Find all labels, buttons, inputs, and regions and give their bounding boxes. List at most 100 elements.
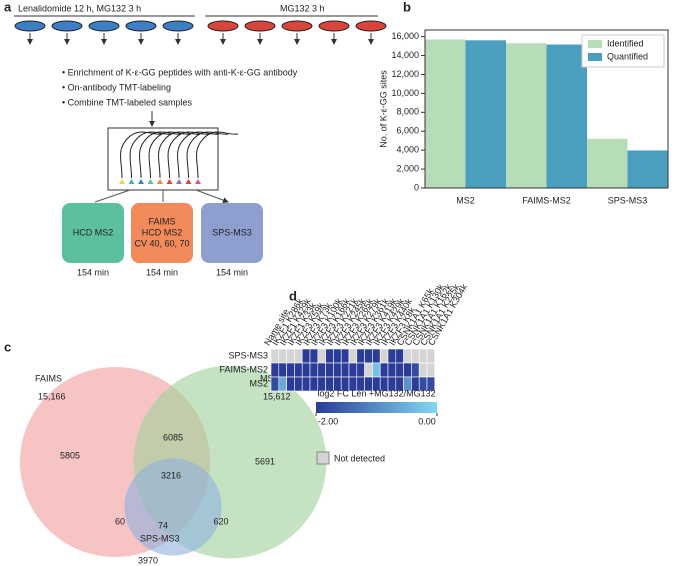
heat-cell <box>426 348 436 364</box>
row-label: FAIMS-MS2 <box>219 364 268 374</box>
region-count: 5691 <box>255 456 275 466</box>
bar <box>425 39 466 189</box>
y-tick-label: 8,000 <box>396 107 419 117</box>
y-tick-label: 10,000 <box>391 88 419 98</box>
heat-cell <box>418 348 428 364</box>
heat-cell <box>270 362 280 378</box>
dish <box>244 20 276 32</box>
region-count: 60 <box>115 516 125 526</box>
heat-cell <box>333 348 342 364</box>
bar <box>506 43 547 188</box>
panel-label: b <box>403 0 411 14</box>
region-count: 3216 <box>161 470 181 480</box>
group-label: Lenalidomide 12 h, MG132 3 h <box>18 3 141 13</box>
method-label: CV 40, 60, 70 <box>134 238 189 248</box>
group-label: MG132 3 h <box>280 3 325 13</box>
fiber <box>196 131 239 179</box>
heat-cell <box>403 348 412 364</box>
heat-cell <box>301 362 311 378</box>
heat-cell <box>348 362 358 378</box>
step-text: • Enrichment of K-ε-GG peptides with ant… <box>62 67 298 77</box>
tag <box>166 179 173 184</box>
heat-cell <box>426 376 436 392</box>
bar <box>587 138 628 188</box>
heat-cell <box>348 348 358 364</box>
region-count: 620 <box>213 516 228 526</box>
method-label: FAIMS <box>148 216 175 226</box>
heat-cell <box>372 348 381 364</box>
row-label: SPS-MS3 <box>228 350 268 360</box>
dish <box>355 20 387 32</box>
region-count: 6085 <box>163 432 183 442</box>
dish <box>125 20 157 32</box>
colorbar-tick-label: 0.00 <box>418 416 436 426</box>
tag <box>176 179 182 184</box>
tag <box>147 179 154 184</box>
peptide-diagram <box>119 131 239 184</box>
bar <box>546 44 587 189</box>
set-size: 15,612 <box>263 391 291 401</box>
set-name: MS2 <box>260 373 279 383</box>
tag <box>119 179 125 184</box>
missing-label: Not detected <box>334 453 385 463</box>
legend-swatch <box>588 53 602 61</box>
region-count: 5805 <box>60 450 80 460</box>
heat-cell <box>286 362 295 378</box>
tag <box>128 179 135 184</box>
colorbar-tick-label: -2.00 <box>318 416 339 426</box>
method-label: SPS-MS3 <box>212 227 252 237</box>
heat-cell <box>379 348 389 364</box>
dish <box>318 20 350 32</box>
heat-cell <box>379 362 389 378</box>
step-text: • On-antibody TMT-labeling <box>62 82 171 92</box>
y-tick-label: 2,000 <box>396 163 419 173</box>
region-count: 74 <box>158 520 168 530</box>
heat-cell <box>356 348 365 364</box>
colorbar <box>316 402 437 413</box>
dish <box>51 20 83 32</box>
y-tick-label: 4,000 <box>396 145 419 155</box>
dish <box>281 20 313 32</box>
method-box <box>201 203 263 263</box>
y-tick-label: 6,000 <box>396 126 419 136</box>
heat-cell <box>426 362 436 378</box>
tag <box>138 179 144 184</box>
heat-cell <box>270 376 280 392</box>
method-time: 154 min <box>146 267 178 277</box>
x-tick-label: SPS-MS3 <box>608 195 648 205</box>
y-tick-label: 14,000 <box>391 50 419 60</box>
y-axis-label: No. of K-ε-GG sites <box>378 70 388 148</box>
antibody-box <box>107 127 219 191</box>
y-tick-label: 16,000 <box>391 31 419 41</box>
heat-cell <box>411 362 420 378</box>
step-text: • Combine TMT-labeled samples <box>62 97 193 107</box>
heat-cell <box>340 348 350 364</box>
heat-cell <box>286 348 295 364</box>
heat-cell <box>294 348 303 364</box>
legend-label: Quantified <box>607 51 648 61</box>
panel-label: a <box>4 0 12 14</box>
heat-cell <box>309 362 319 378</box>
heat-cell <box>317 362 326 378</box>
heat-cell <box>325 348 334 364</box>
fiber <box>186 131 229 179</box>
missing-swatch <box>316 451 330 465</box>
heat-cell <box>403 362 412 378</box>
heat-cell <box>317 348 326 364</box>
heat-cell <box>301 376 311 392</box>
set-size: 15,166 <box>38 391 66 401</box>
bar <box>465 40 506 188</box>
legend-swatch <box>588 40 602 48</box>
x-tick-label: FAIMS-MS2 <box>522 195 571 205</box>
dish <box>207 20 239 32</box>
panel-label: c <box>4 339 11 354</box>
heat-cell <box>301 348 311 364</box>
method-label: HCD MS2 <box>73 227 114 237</box>
heat-cell <box>333 362 342 378</box>
y-tick-label: 0 <box>414 182 419 192</box>
heat-cell <box>294 362 303 378</box>
dish <box>88 20 120 32</box>
heat-cell <box>387 362 397 378</box>
